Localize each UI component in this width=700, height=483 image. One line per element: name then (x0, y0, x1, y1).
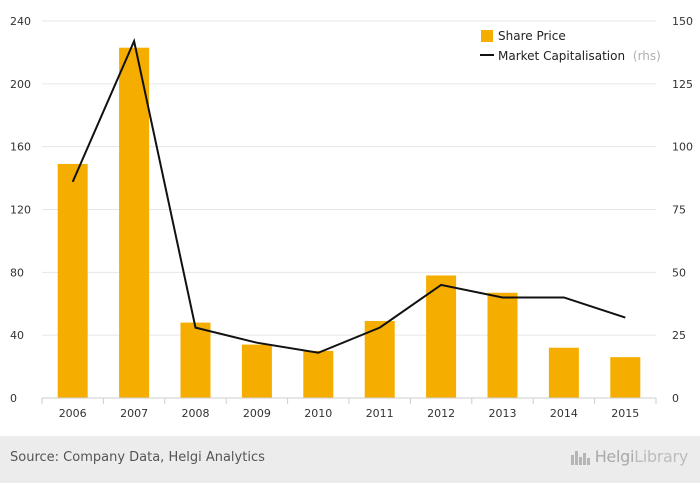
brand-name-library: Library (634, 447, 688, 466)
y-right-tick-label: 0 (672, 392, 679, 405)
city-skyline-icon (570, 451, 590, 465)
y-left-tick-label: 80 (10, 266, 24, 279)
line-series (71, 37, 626, 354)
chart: 0 40 80 120 160 200 240 0 25 50 75 100 125 150 2006 200… (10, 15, 693, 420)
y-left-tick-label: 160 (10, 141, 31, 154)
source-note: Source: Company Data, Helgi Analytics (10, 450, 265, 465)
brand-logo: HelgiLibrary (570, 447, 688, 466)
x-tick-label: 2006 (59, 407, 87, 420)
bar-share-price (610, 357, 641, 398)
bar-share-price (487, 292, 518, 398)
x-tick-label: 2009 (243, 407, 271, 420)
legend-market-cap-suffix: (rhs) (633, 49, 661, 63)
legend-label-share-price: Share Price (498, 29, 566, 43)
y-right-tick-label: 150 (672, 15, 693, 28)
x-tick-label: 2010 (304, 407, 332, 420)
y-right-tick-label: 75 (672, 204, 686, 217)
x-tick-label: 2014 (550, 407, 578, 420)
legend-market-cap-name: Market Capitalisation (498, 49, 625, 63)
bar-share-price (180, 322, 211, 398)
legend: Share Price Market Capitalisation (rhs) (480, 29, 661, 63)
bar-share-price (57, 163, 88, 398)
y-left-tick-label: 200 (10, 78, 31, 91)
y-left-tick-label: 240 (10, 15, 31, 28)
brand-name-main: Helgi (594, 447, 635, 466)
x-tick-label: 2015 (611, 407, 639, 420)
bar-share-price (241, 344, 272, 398)
y-right-tick-label: 125 (672, 78, 693, 91)
x-tick-label: 2012 (427, 407, 455, 420)
x-tick-label: 2008 (182, 407, 210, 420)
line-market-capitalisation (71, 37, 626, 354)
bar-share-price (426, 275, 457, 398)
legend-swatch-share-price (481, 30, 493, 42)
bar-share-price (119, 47, 150, 399)
bar-share-price (364, 321, 395, 398)
y-left-tick-label: 120 (10, 204, 31, 217)
x-tick-label: 2007 (120, 407, 148, 420)
y-right-tick-label: 50 (672, 266, 686, 279)
y-left-tick-label: 40 (10, 329, 24, 342)
y-left-tick-label: 0 (10, 392, 17, 405)
x-tick-label: 2013 (489, 407, 517, 420)
bar-share-price (303, 350, 334, 398)
bar-share-price (548, 347, 579, 398)
x-tick-label: 2011 (366, 407, 394, 420)
axes: 0 40 80 120 160 200 240 0 25 50 75 100 125 150 2006 200… (10, 15, 693, 420)
y-right-tick-label: 25 (672, 329, 686, 342)
bars (57, 47, 641, 399)
legend-label-market-cap: Market Capitalisation (rhs) (498, 49, 661, 63)
y-right-tick-label: 100 (672, 141, 693, 154)
